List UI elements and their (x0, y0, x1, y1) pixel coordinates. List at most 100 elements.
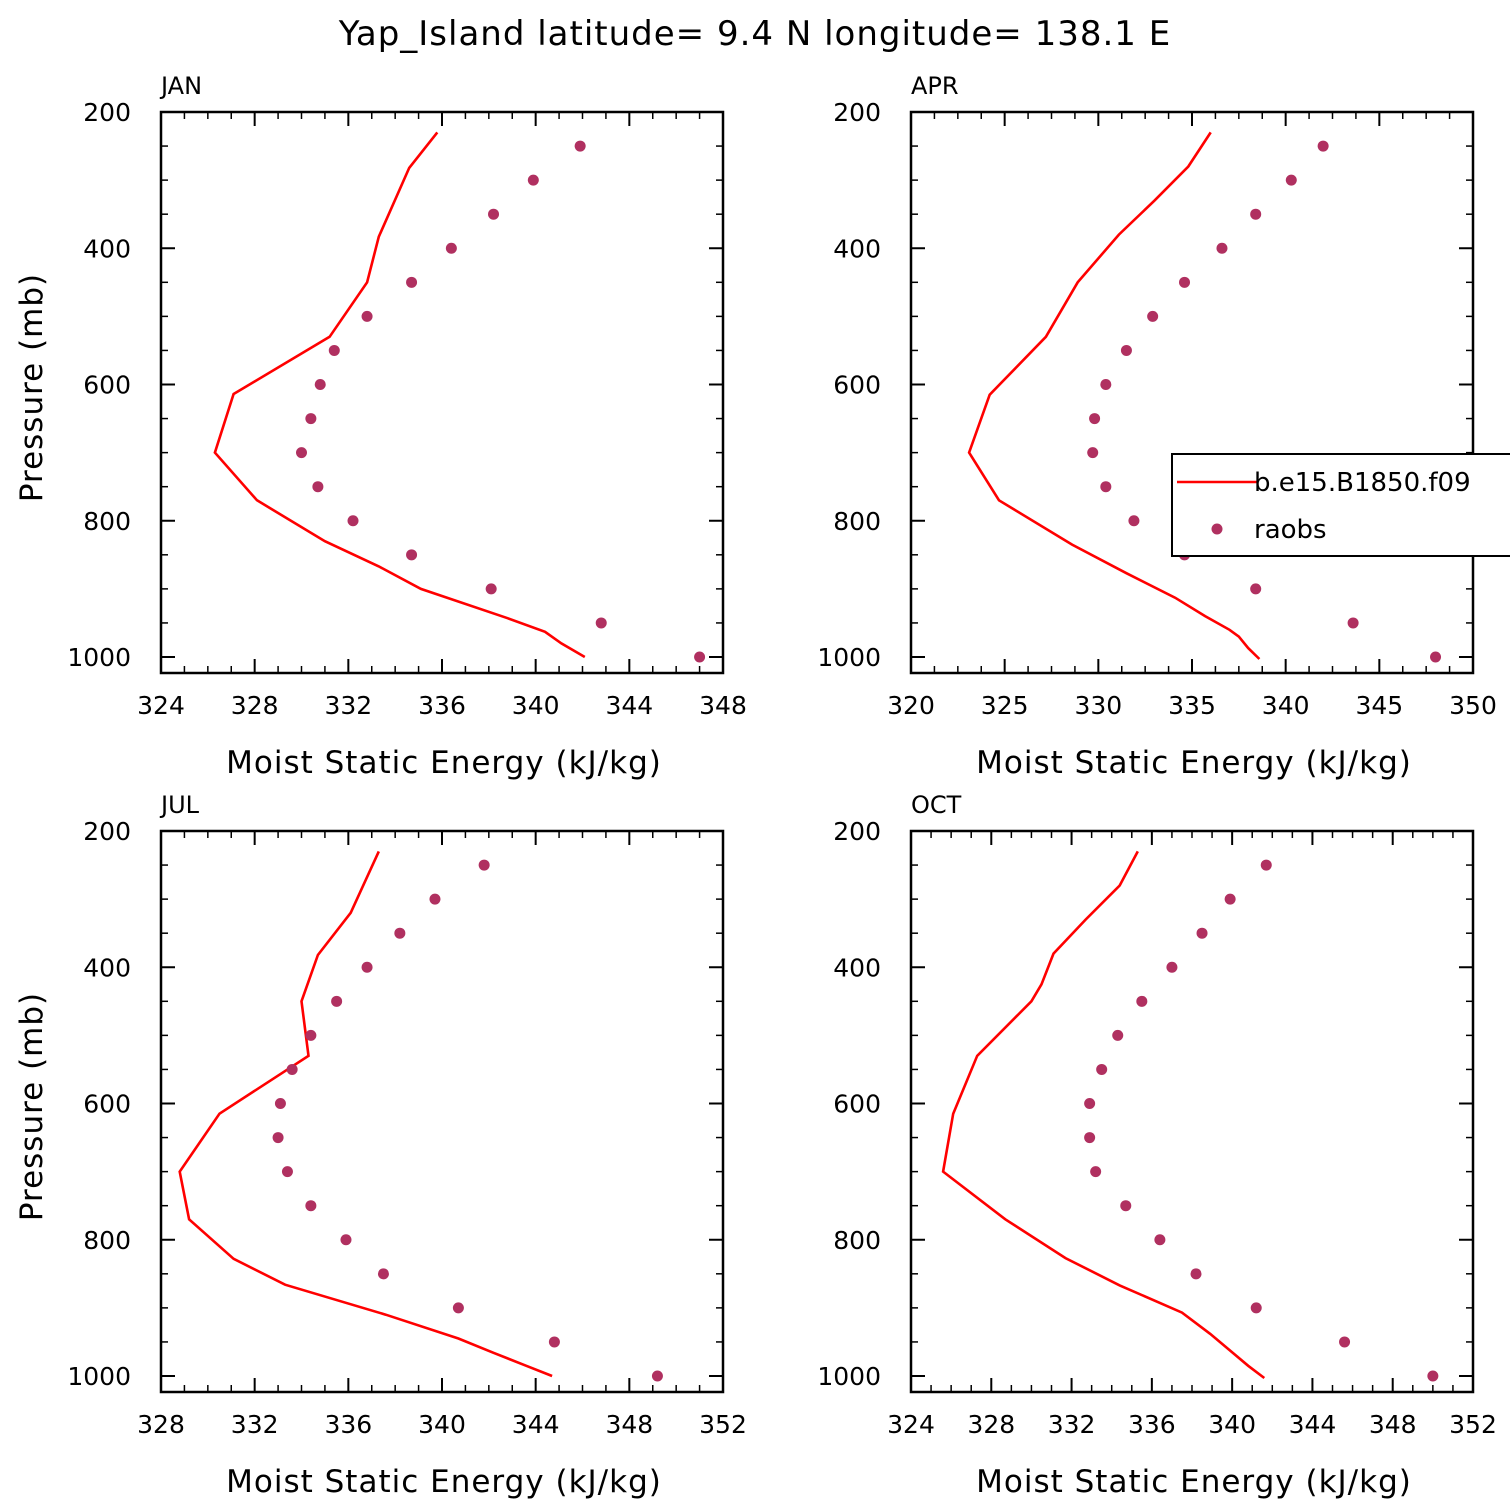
x-tick-label: 344 (605, 691, 653, 720)
raobs-point (1250, 208, 1262, 220)
raobs-point (1120, 1200, 1132, 1212)
x-tick-label: 320 (887, 691, 935, 720)
legend-box (1171, 453, 1510, 557)
y-axis-title: Pressure (mb) (14, 273, 50, 502)
x-tick-label: 350 (1449, 691, 1497, 720)
raobs-point (274, 1098, 286, 1109)
plot-frame (159, 110, 725, 675)
raobs-point (331, 995, 343, 1007)
plot-area (178, 850, 663, 1382)
x-tick-label: 332 (324, 691, 372, 720)
panel-label-apr: APR (911, 72, 959, 100)
x-tick-label: 340 (512, 691, 560, 720)
raobs-point (1427, 1370, 1439, 1382)
raobs-point (305, 1200, 317, 1212)
raobs-point (1100, 481, 1112, 493)
raobs-point (1154, 1234, 1166, 1246)
raobs-point (272, 1132, 284, 1144)
x-tick-label: 348 (605, 1410, 653, 1439)
raobs-point (445, 242, 457, 254)
raobs-point (694, 651, 706, 663)
y-tick-label: 600 (833, 1090, 881, 1119)
y-tick-label: 800 (83, 1226, 131, 1255)
raobs-point (651, 1370, 663, 1382)
raobs-point (1147, 310, 1159, 322)
y-tick-label: 600 (833, 371, 881, 400)
raobs-point (1090, 1166, 1102, 1178)
raobs-point (1190, 1268, 1202, 1280)
x-tick-label: 336 (418, 691, 466, 720)
x-tick-label: 332 (1048, 1410, 1096, 1439)
y-tick-label: 1000 (67, 1362, 131, 1391)
panel-oct: OCT 324 328 332 336 340 344 348 352 200 400 600 800 1… (817, 791, 1496, 1500)
panel-jul: JUL 328 332 336 340 344 348 352 200 400 600 800 1000… (14, 791, 747, 1500)
x-tick-label: 332 (231, 1410, 279, 1439)
y-axis-title: Pressure (mb) (14, 992, 50, 1221)
raobs-point (1120, 344, 1132, 356)
x-tick-label: 340 (418, 1410, 466, 1439)
x-tick-label: 348 (1369, 1410, 1417, 1439)
raobs-point (361, 310, 373, 322)
raobs-point (312, 481, 324, 493)
raobs-point (485, 583, 497, 595)
raobs-point (548, 1336, 560, 1348)
x-tick-label: 328 (231, 691, 279, 720)
raobs-point (1179, 276, 1191, 288)
y-tick-label: 800 (833, 1226, 881, 1255)
y-tick-label: 600 (83, 1090, 131, 1119)
x-tick-label: 335 (1168, 691, 1216, 720)
raobs-point (1196, 927, 1208, 939)
raobs-point (406, 276, 418, 288)
plot-area (941, 850, 1439, 1382)
x-tick-label: 330 (1074, 691, 1122, 720)
plot-frame (909, 110, 1475, 675)
raobs-point (377, 1268, 389, 1280)
raobs-point (340, 1234, 352, 1246)
raobs-point (1089, 413, 1101, 425)
raobs-point (1166, 961, 1178, 973)
x-tick-label: 352 (699, 1410, 747, 1439)
model-profile-line (967, 131, 1261, 660)
plot-frame (909, 829, 1475, 1394)
raobs-point (394, 927, 406, 939)
raobs-point (1096, 1063, 1108, 1075)
x-axis-title: Moist Static Energy (kJ/kg) (976, 745, 1412, 781)
x-tick-label: 336 (324, 1410, 372, 1439)
y-tick-label: 200 (83, 817, 131, 846)
x-tick-label: 336 (1128, 1410, 1176, 1439)
raobs-point (429, 893, 441, 905)
y-tick-label: 1000 (67, 643, 131, 672)
raobs-point (328, 344, 340, 356)
y-tick-label: 400 (833, 953, 881, 982)
raobs-point (406, 549, 418, 561)
x-tick-label: 352 (1449, 1410, 1497, 1439)
raobs-point (1260, 859, 1272, 871)
raobs-point (1430, 651, 1442, 663)
x-tick-label: 328 (967, 1410, 1015, 1439)
x-axis-title: Moist Static Energy (kJ/kg) (226, 1464, 662, 1500)
plot-area (213, 131, 706, 663)
panel-label-jul: JUL (159, 791, 200, 819)
panel-label-jan: JAN (159, 72, 202, 100)
panel-jan: JAN 324 328 332 336 340 344 348 200 400 600 800 1000… (14, 72, 747, 781)
raobs-point (296, 447, 307, 459)
y-tick-label: 400 (83, 234, 131, 263)
legend-model-label: b.e15.B1850.f09 (1254, 468, 1471, 498)
y-tick-label: 1000 (817, 1362, 881, 1391)
y-tick-label: 600 (83, 371, 131, 400)
x-tick-label: 340 (1208, 1410, 1256, 1439)
legend-raobs-swatch (1211, 523, 1223, 535)
figure-title: Yap_Island latitude= 9.4 N longitude= 13… (338, 14, 1171, 54)
model-profile-line (213, 131, 586, 659)
raobs-point (1087, 447, 1099, 459)
raobs-point (1339, 1336, 1351, 1348)
raobs-point (452, 1302, 464, 1314)
y-tick-label: 1000 (817, 643, 881, 672)
raobs-point (1285, 174, 1297, 186)
raobs-point (1128, 515, 1140, 527)
raobs-point (1084, 1098, 1096, 1109)
x-tick-label: 348 (699, 691, 747, 720)
raobs-point (286, 1063, 298, 1075)
y-tick-label: 200 (83, 98, 131, 127)
x-tick-label: 324 (137, 691, 185, 720)
